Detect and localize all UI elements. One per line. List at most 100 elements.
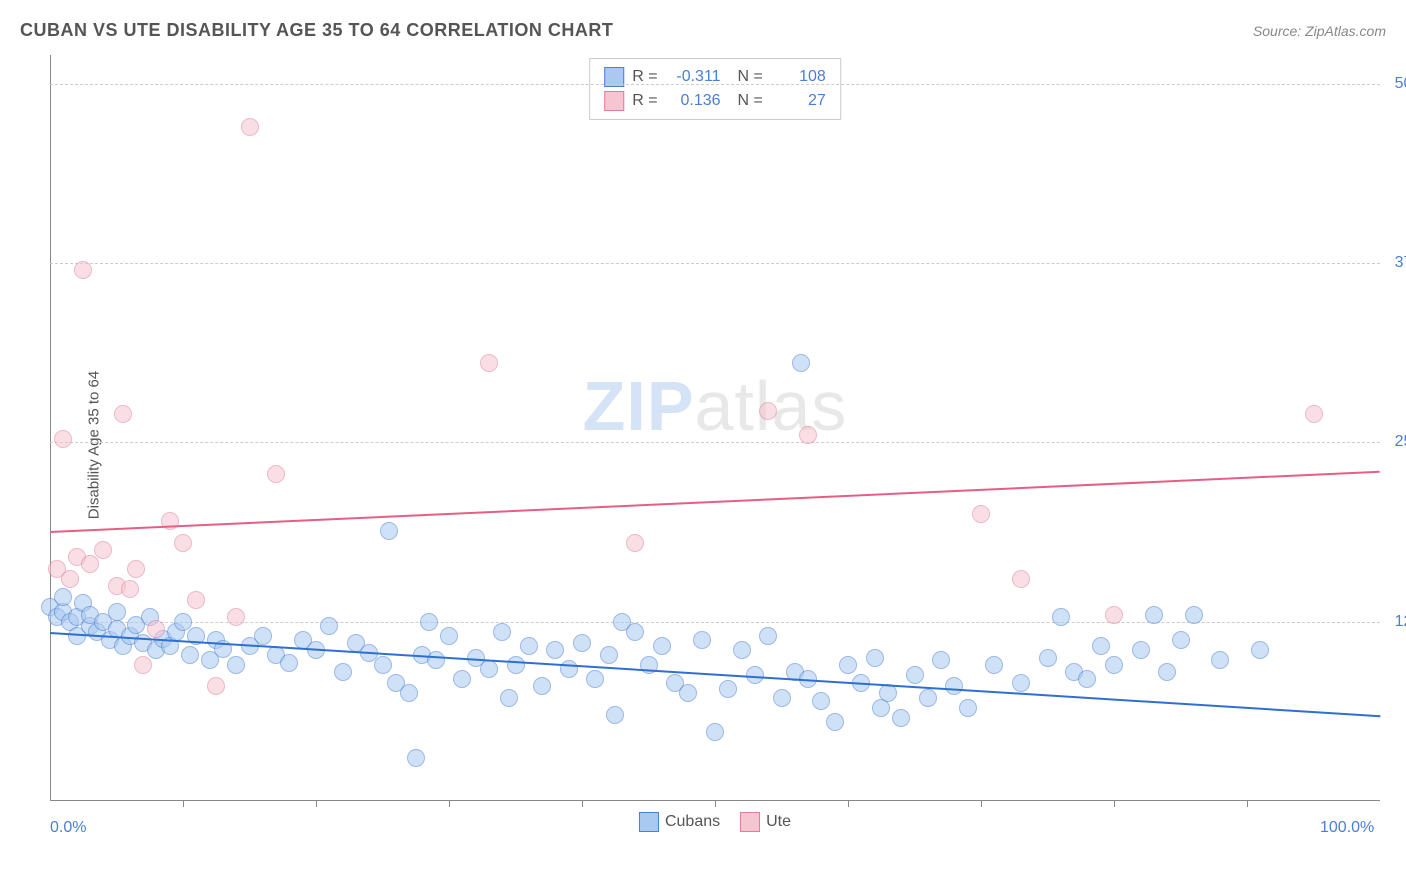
data-point bbox=[420, 613, 438, 631]
data-point bbox=[227, 608, 245, 626]
data-point bbox=[507, 656, 525, 674]
data-point bbox=[181, 646, 199, 664]
data-point bbox=[799, 426, 817, 444]
data-point bbox=[493, 623, 511, 641]
y-tick-label: 12.5% bbox=[1395, 613, 1406, 631]
data-point bbox=[187, 591, 205, 609]
data-point bbox=[1012, 570, 1030, 588]
data-point bbox=[1012, 674, 1030, 692]
legend-series-label: Cubans bbox=[665, 813, 720, 831]
data-point bbox=[932, 651, 950, 669]
y-tick-label: 50.0% bbox=[1395, 75, 1406, 93]
data-point bbox=[792, 354, 810, 372]
data-point bbox=[586, 670, 604, 688]
x-tick bbox=[981, 801, 982, 807]
legend-series-label: Ute bbox=[766, 813, 791, 831]
data-point bbox=[74, 261, 92, 279]
data-point bbox=[334, 663, 352, 681]
data-point bbox=[573, 634, 591, 652]
data-point bbox=[906, 666, 924, 684]
data-point bbox=[380, 522, 398, 540]
data-point bbox=[127, 560, 145, 578]
data-point bbox=[280, 654, 298, 672]
data-point bbox=[1158, 663, 1176, 681]
data-point bbox=[1105, 656, 1123, 674]
y-axis bbox=[50, 55, 51, 801]
watermark-zip: ZIP bbox=[583, 367, 695, 445]
data-point bbox=[812, 692, 830, 710]
data-point bbox=[374, 656, 392, 674]
legend-n-value: 27 bbox=[771, 92, 826, 110]
data-point bbox=[626, 534, 644, 552]
y-tick-label: 25.0% bbox=[1395, 433, 1406, 451]
chart-area: Disability Age 35 to 64 ZIPatlas R =-0.3… bbox=[50, 55, 1380, 835]
chart-source: Source: ZipAtlas.com bbox=[1253, 23, 1386, 39]
data-point bbox=[839, 656, 857, 674]
data-point bbox=[267, 465, 285, 483]
x-tick-label: 0.0% bbox=[50, 819, 86, 837]
data-point bbox=[945, 677, 963, 695]
data-point bbox=[94, 541, 112, 559]
x-tick bbox=[183, 801, 184, 807]
x-tick-label: 100.0% bbox=[1320, 819, 1374, 837]
data-point bbox=[61, 570, 79, 588]
data-point bbox=[480, 354, 498, 372]
data-point bbox=[108, 603, 126, 621]
data-point bbox=[706, 723, 724, 741]
data-point bbox=[1211, 651, 1229, 669]
x-tick bbox=[1247, 801, 1248, 807]
data-point bbox=[114, 405, 132, 423]
gridline bbox=[50, 622, 1380, 623]
data-point bbox=[147, 620, 165, 638]
data-point bbox=[653, 637, 671, 655]
legend-correlation-row: R =-0.311 N =108 bbox=[604, 65, 826, 89]
data-point bbox=[972, 505, 990, 523]
data-point bbox=[773, 689, 791, 707]
x-tick bbox=[1114, 801, 1115, 807]
data-point bbox=[500, 689, 518, 707]
data-point bbox=[1172, 631, 1190, 649]
legend-correlation-box: R =-0.311 N =108R =0.136 N =27 bbox=[589, 58, 841, 120]
trend-line bbox=[50, 471, 1380, 533]
data-point bbox=[1305, 405, 1323, 423]
data-point bbox=[121, 580, 139, 598]
data-point bbox=[600, 646, 618, 664]
data-point bbox=[520, 637, 538, 655]
legend-swatch bbox=[639, 812, 659, 832]
data-point bbox=[1251, 641, 1269, 659]
data-point bbox=[733, 641, 751, 659]
data-point bbox=[959, 699, 977, 717]
data-point bbox=[759, 402, 777, 420]
data-point bbox=[1105, 606, 1123, 624]
gridline bbox=[50, 263, 1380, 264]
data-point bbox=[320, 617, 338, 635]
data-point bbox=[400, 684, 418, 702]
data-point bbox=[985, 656, 1003, 674]
gridline bbox=[50, 84, 1380, 85]
data-point bbox=[1185, 606, 1203, 624]
data-point bbox=[826, 713, 844, 731]
y-tick-label: 37.5% bbox=[1395, 254, 1406, 272]
legend-swatch bbox=[740, 812, 760, 832]
data-point bbox=[1052, 608, 1070, 626]
x-tick bbox=[582, 801, 583, 807]
legend-series-item: Ute bbox=[740, 812, 791, 832]
data-point bbox=[626, 623, 644, 641]
legend-n-label: N = bbox=[729, 92, 763, 110]
data-point bbox=[919, 689, 937, 707]
data-point bbox=[480, 660, 498, 678]
data-point bbox=[719, 680, 737, 698]
data-point bbox=[1132, 641, 1150, 659]
x-tick bbox=[848, 801, 849, 807]
legend-r-value: 0.136 bbox=[666, 92, 721, 110]
x-tick bbox=[449, 801, 450, 807]
data-point bbox=[693, 631, 711, 649]
data-point bbox=[227, 656, 245, 674]
data-point bbox=[1039, 649, 1057, 667]
data-point bbox=[54, 430, 72, 448]
data-point bbox=[892, 709, 910, 727]
x-tick bbox=[715, 801, 716, 807]
data-point bbox=[207, 677, 225, 695]
data-point bbox=[407, 749, 425, 767]
data-point bbox=[1078, 670, 1096, 688]
